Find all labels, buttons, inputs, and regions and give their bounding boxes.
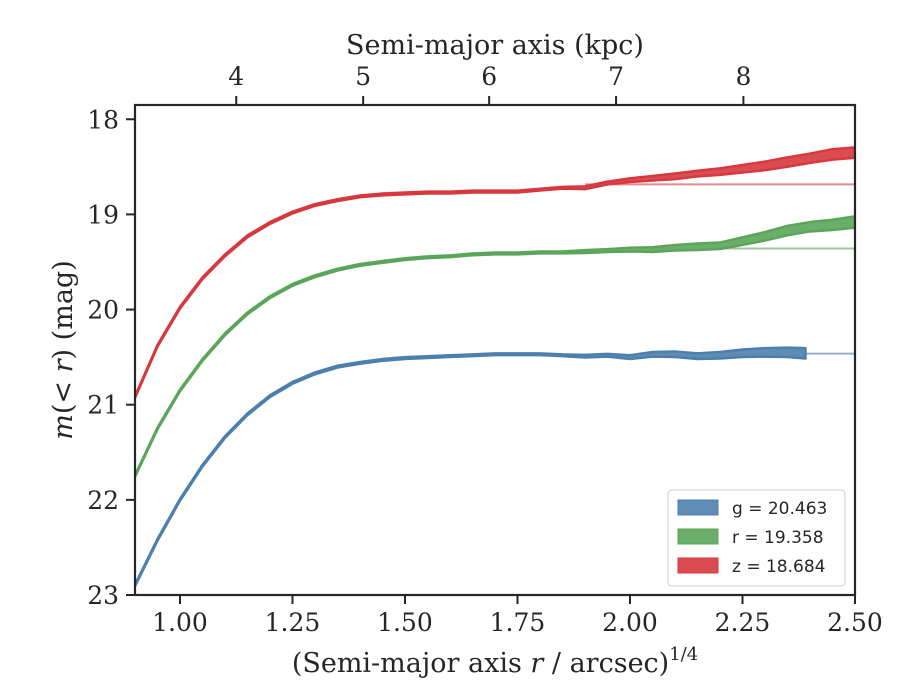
- x-tick-label: 2.25: [715, 608, 771, 637]
- legend: g = 20.463 r = 19.358 z = 18.684: [667, 489, 846, 587]
- top-x-axis: 4 5 6 7 8: [228, 62, 751, 105]
- x-axis-title-var: r: [530, 648, 545, 679]
- y-tick-label: 20: [87, 296, 119, 325]
- legend-items: g = 20.463 r = 19.358 z = 18.684: [677, 499, 827, 577]
- series-z: [135, 146, 855, 400]
- plot-frame: [133, 103, 857, 597]
- y-tick-label: 21: [87, 391, 119, 420]
- series-layer: [135, 146, 855, 588]
- series-r: [135, 215, 855, 479]
- x-tick-label: 1.25: [265, 608, 321, 637]
- legend-label-r: r = 19.358: [732, 528, 824, 548]
- x-tick-label: 2.00: [602, 608, 658, 637]
- top-axis-title: Semi-major axis (kpc): [346, 30, 644, 61]
- band-g: [135, 346, 807, 588]
- top-tick-label: 5: [355, 62, 371, 91]
- y-tick-label: 23: [87, 581, 119, 610]
- x-tick-label: 1.00: [152, 608, 208, 637]
- x-tick-label: 2.50: [827, 608, 883, 637]
- top-tick-label: 7: [608, 62, 624, 91]
- series-g: [135, 346, 855, 588]
- y-tick-label: 22: [87, 486, 119, 515]
- y-axis-title-r: r: [48, 357, 79, 372]
- band-r: [135, 215, 855, 479]
- x-tick-label: 1.75: [490, 608, 546, 637]
- y-axis-title: m(< r) (mag): [48, 260, 79, 439]
- legend-swatch-z: [677, 557, 719, 574]
- bottom-x-axis: 1.00 1.25 1.50 1.75 2.00 2.25 2.50: [152, 595, 883, 637]
- x-axis-title-tail: / arcsec): [543, 648, 669, 679]
- y-tick-label: 18: [87, 105, 119, 134]
- y-axis-title-m: m: [48, 414, 79, 440]
- y-axis-title-tail: ) (mag): [48, 260, 79, 359]
- x-axis-title-main: (Semi-major axis: [292, 648, 531, 679]
- band-z: [135, 146, 855, 400]
- top-tick-label: 6: [481, 62, 497, 91]
- legend-label-z: z = 18.684: [732, 557, 825, 577]
- legend-swatch-g: [677, 499, 719, 516]
- y-tick-label: 19: [87, 200, 119, 229]
- x-axis-title: (Semi-major axis r / arcsec)1/4: [292, 644, 698, 679]
- y-axis-title-mid: (<: [48, 372, 79, 414]
- x-axis-title-exponent: 1/4: [669, 644, 698, 665]
- legend-label-g: g = 20.463: [732, 499, 827, 519]
- legend-swatch-r: [677, 528, 719, 545]
- y-axis: 18 19 20 21 22 23: [87, 105, 135, 610]
- top-tick-label: 8: [735, 62, 751, 91]
- x-tick-label: 1.50: [377, 608, 433, 637]
- top-tick-label: 4: [228, 62, 244, 91]
